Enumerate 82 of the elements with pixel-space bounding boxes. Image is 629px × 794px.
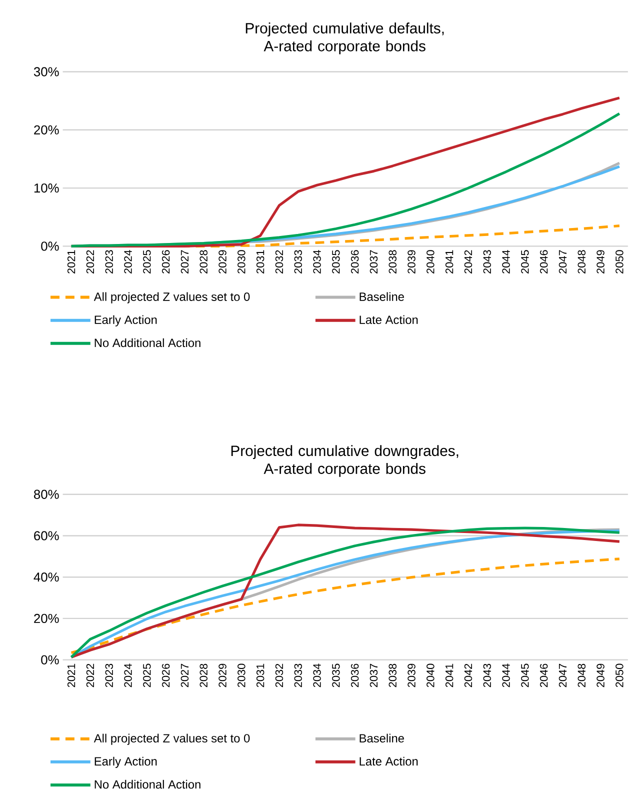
x-tick-label: 2028 (200, 664, 208, 688)
y-tick-label: 30% (34, 67, 59, 76)
x-tick-label: 2032 (275, 664, 284, 688)
x-tick-label: 2025 (143, 250, 151, 274)
x-tick-label: 2041 (446, 664, 454, 688)
x-tick-label: 2047 (558, 250, 567, 274)
x-tick-label: 2030 (238, 250, 246, 274)
x-tick-label: 2049 (596, 664, 604, 688)
line-series (70, 558, 621, 654)
legend-label: Early Action (94, 756, 157, 768)
x-tick-label: 2029 (218, 664, 226, 688)
x-tick-label: 2047 (558, 664, 567, 688)
x-tick-label: 2022 (86, 664, 94, 688)
legend-label: No Additional Action (94, 780, 200, 789)
x-tick-label: 2045 (521, 250, 529, 274)
x-tick-label: 2030 (238, 664, 246, 688)
x-tick-label: 2037 (370, 664, 378, 688)
x-tick-label: 2032 (275, 250, 284, 274)
x-tick-label: 2028 (200, 250, 208, 274)
x-tick-label: 2021 (67, 664, 76, 688)
x-tick-label: 2038 (388, 664, 397, 688)
x-tick-label: 2036 (350, 250, 359, 274)
x-tick-label: 2048 (578, 250, 586, 274)
y-tick-label: 10% (34, 183, 59, 193)
x-tick-label: 2035 (332, 250, 340, 274)
x-tick-label: 2024 (124, 664, 132, 688)
x-tick-label: 2026 (162, 250, 170, 274)
x-tick-label: 2037 (370, 250, 378, 274)
y-tick-label: 0% (41, 655, 59, 664)
x-tick-label: 2050 (616, 250, 624, 274)
x-tick-label: 2034 (313, 664, 321, 688)
x-tick-label: 2031 (256, 250, 264, 274)
x-tick-label: 2025 (143, 664, 151, 688)
x-tick-label: 2033 (294, 664, 302, 688)
x-tick-label: 2049 (596, 250, 604, 274)
x-tick-label: 2027 (180, 664, 189, 688)
x-tick-label: 2035 (332, 664, 340, 688)
x-tick-label: 2039 (408, 664, 416, 688)
x-tick-label: 2046 (540, 250, 548, 274)
x-tick-label: 2050 (616, 664, 624, 688)
legend-label: All projected Z values set to 0 (94, 292, 250, 304)
x-tick-label: 2039 (408, 250, 416, 274)
x-tick-label: 2048 (578, 664, 586, 688)
x-tick-label: 2043 (483, 250, 492, 274)
x-tick-label: 2042 (464, 664, 472, 688)
y-tick-label: 60% (34, 531, 59, 540)
x-tick-label: 2042 (464, 250, 472, 274)
legend-label: Baseline (360, 734, 404, 743)
chart-title: Projected cumulative downgrades, A-rated corporate bonds (231, 445, 458, 477)
x-tick-label: 2023 (105, 664, 113, 688)
y-tick-label: 0% (41, 242, 59, 251)
chart-title: Projected cumulative defaults, A-rated corporate bonds (246, 22, 444, 54)
legend-label: All projected Z values set to 0 (94, 734, 250, 745)
x-tick-label: 2031 (256, 664, 264, 688)
x-tick-label: 2044 (502, 664, 510, 688)
x-tick-label: 2026 (162, 664, 170, 688)
legend-label: Early Action (94, 315, 157, 326)
x-tick-label: 2029 (218, 250, 226, 274)
x-tick-label: 2038 (388, 250, 397, 274)
x-tick-label: 2021 (67, 250, 76, 274)
x-tick-label: 2040 (426, 664, 434, 688)
x-tick-label: 2033 (294, 250, 302, 274)
x-tick-label: 2034 (313, 250, 321, 274)
y-tick-label: 20% (34, 125, 59, 134)
x-tick-label: 2023 (105, 250, 113, 274)
x-tick-label: 2043 (483, 664, 492, 688)
x-tick-label: 2040 (426, 250, 434, 274)
y-tick-label: 20% (34, 614, 59, 624)
x-tick-label: 2044 (502, 250, 510, 274)
legend-label: Baseline (360, 292, 404, 301)
x-tick-label: 2045 (521, 664, 529, 688)
x-tick-label: 2022 (86, 250, 94, 274)
y-tick-label: 40% (34, 572, 59, 582)
x-tick-label: 2036 (350, 664, 359, 688)
legend-label: Late Action (360, 756, 418, 766)
legend-label: No Additional Action (94, 338, 200, 348)
x-tick-label: 2027 (180, 250, 189, 274)
x-tick-label: 2041 (446, 250, 454, 274)
x-tick-label: 2024 (124, 250, 132, 274)
legend-label: Late Action (360, 315, 418, 324)
y-tick-label: 80% (34, 490, 59, 499)
x-tick-label: 2046 (540, 664, 548, 688)
